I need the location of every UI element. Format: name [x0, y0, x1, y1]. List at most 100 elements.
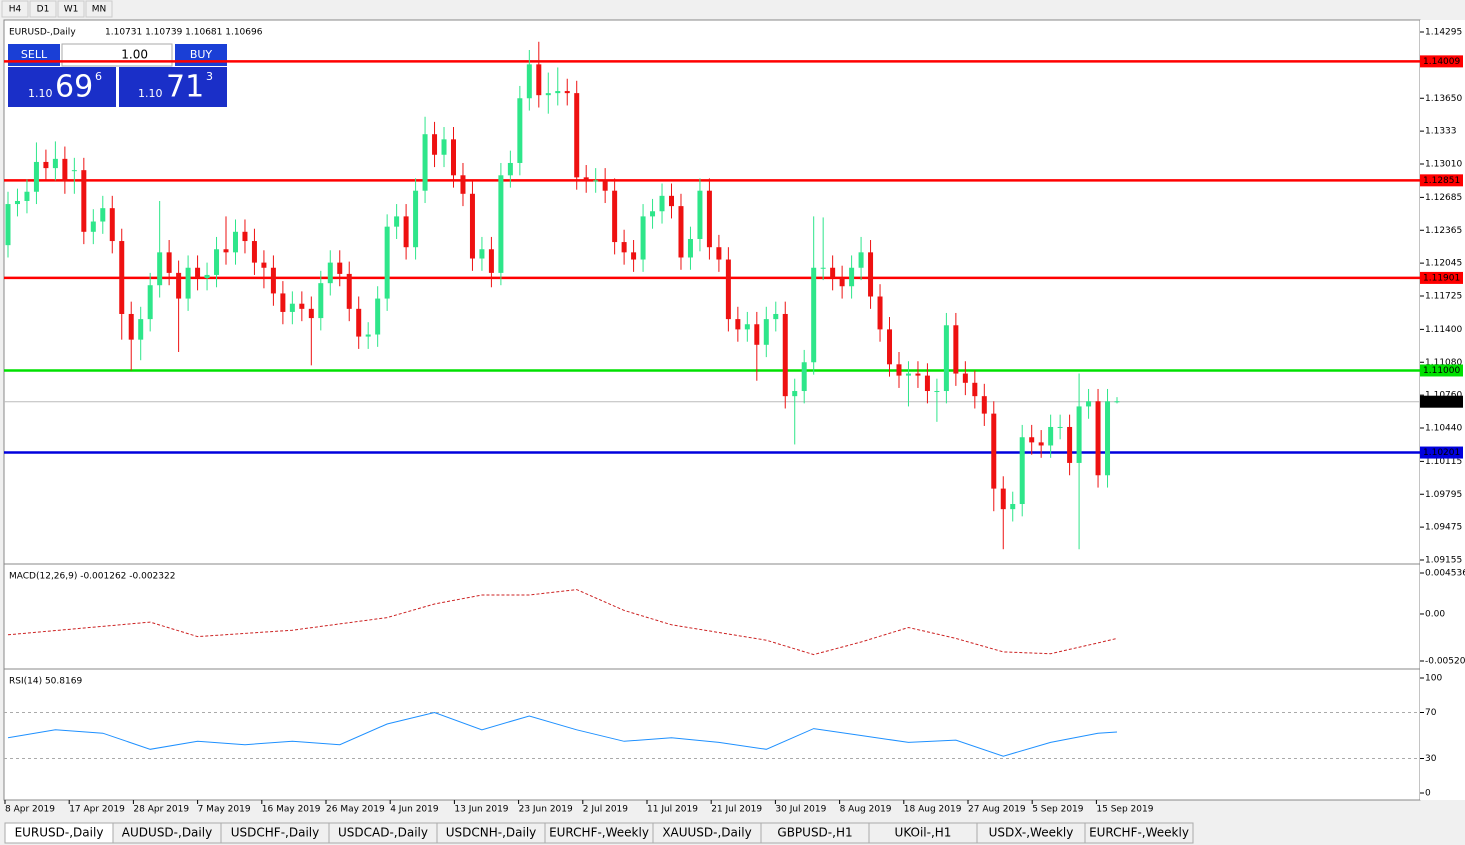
x-tick-label: 16 May 2019	[262, 805, 321, 815]
candle-body	[887, 329, 893, 365]
tab[interactable]	[1084, 822, 1194, 844]
candle-body	[62, 158, 68, 182]
lot-input[interactable]	[61, 43, 173, 67]
candle-body	[138, 319, 144, 340]
candle-body	[602, 180, 608, 191]
candle-body	[583, 177, 589, 181]
x-tick-label: 17 Apr 2019	[69, 805, 125, 815]
candle-body	[384, 226, 390, 299]
tab-label: UKOil-,H1	[895, 826, 952, 840]
candle-body	[5, 204, 11, 246]
candle-body	[858, 252, 864, 268]
timeframe-label: H4	[9, 5, 22, 15]
x-tick-label: 13 Jun 2019	[454, 805, 508, 815]
timeframe-button[interactable]	[57, 0, 85, 18]
x-tick-label: 21 Jul 2019	[711, 805, 762, 815]
candle-body	[526, 64, 532, 99]
y-tick-label: 1.10440	[1425, 424, 1462, 434]
candle-body	[308, 308, 314, 319]
bid-box[interactable]	[8, 67, 116, 107]
rsi-line	[7, 711, 1118, 757]
candle-body	[289, 303, 295, 312]
chart-area	[3, 19, 1421, 801]
candle-body	[981, 396, 987, 414]
candle-body	[612, 190, 618, 243]
candle-body	[744, 324, 750, 330]
candle-body	[706, 190, 712, 248]
candle-body	[811, 267, 817, 363]
candle-body	[1086, 401, 1092, 407]
y-tick-label: 1.1333	[1425, 127, 1457, 137]
candle-body	[1038, 442, 1044, 446]
candle-body	[166, 252, 172, 273]
y-tick-label: 1.13650	[1425, 94, 1462, 104]
candle-body	[564, 91, 570, 94]
y-tick-label: 1.11725	[1425, 292, 1462, 302]
candle-body	[24, 191, 30, 201]
candle-body	[432, 134, 438, 155]
candle-body	[773, 313, 779, 320]
candle-body	[896, 364, 902, 376]
candle-body	[792, 391, 798, 397]
candle-body	[498, 175, 504, 273]
candle-body	[488, 249, 494, 273]
y-tick-label: 1.09475	[1425, 523, 1462, 533]
y-tick-label: 0	[1425, 789, 1431, 799]
candle-body	[659, 195, 665, 212]
candle-body	[261, 262, 267, 268]
tab-label: USDCAD-,Daily	[338, 826, 428, 840]
candle-body	[365, 334, 371, 337]
timeframe-button[interactable]	[85, 0, 113, 18]
candle-body	[1048, 426, 1054, 446]
panel-title: MACD(12,26,9) -0.001262 -0.002322	[9, 572, 175, 582]
candle-body	[280, 293, 286, 312]
candle-body	[953, 325, 959, 374]
tab-label: EURCHF-,Weekly	[549, 826, 649, 840]
ask-box[interactable]	[119, 67, 227, 107]
candle-body	[1029, 437, 1035, 443]
timeframe-button[interactable]	[1, 0, 29, 18]
candle-body	[687, 238, 693, 258]
candle-body	[413, 190, 419, 248]
candle-body	[962, 373, 968, 383]
candle-body	[507, 162, 513, 176]
candle-body	[460, 175, 466, 194]
candle-body	[232, 231, 238, 253]
candle-body	[147, 285, 153, 320]
price-axis	[1420, 20, 1465, 800]
candle-body	[1114, 401, 1120, 403]
candle-body	[242, 231, 248, 242]
candle-body	[669, 195, 675, 207]
y-tick-label: 0.00	[1425, 609, 1445, 619]
x-tick-label: 27 Aug 2019	[968, 805, 1026, 815]
y-tick-label: 1.12685	[1425, 193, 1462, 203]
candle-body	[270, 267, 276, 294]
candle-body	[820, 267, 826, 269]
y-tick-label: 1.11400	[1425, 325, 1462, 335]
candle-body	[593, 180, 599, 182]
candle-body	[716, 247, 722, 260]
candle-body	[536, 64, 542, 96]
candle-body	[318, 283, 324, 319]
candle-body	[223, 249, 229, 253]
candle-body	[71, 170, 77, 172]
x-tick-label: 2 Jul 2019	[583, 805, 628, 815]
candle-body	[33, 161, 39, 192]
y-tick-label: 1.10760	[1425, 391, 1462, 401]
candle-body	[422, 134, 428, 191]
candle-body	[441, 139, 447, 155]
signal-line	[7, 589, 1118, 656]
candle-body	[915, 373, 921, 376]
candle-body	[1067, 426, 1073, 463]
timeframe-button[interactable]	[29, 0, 57, 18]
ask-pip: 3	[206, 70, 213, 83]
candle-body	[479, 249, 485, 259]
level-tag	[1420, 446, 1463, 459]
candle-body	[849, 267, 855, 287]
tab-label: AUDUSD-,Daily	[122, 826, 212, 840]
y-tick-label: 1.10115	[1425, 457, 1462, 467]
candle-body	[375, 298, 381, 335]
panel-title: EURUSD-,Daily	[9, 28, 76, 38]
candle-body	[725, 259, 731, 320]
candle-body	[251, 241, 257, 263]
